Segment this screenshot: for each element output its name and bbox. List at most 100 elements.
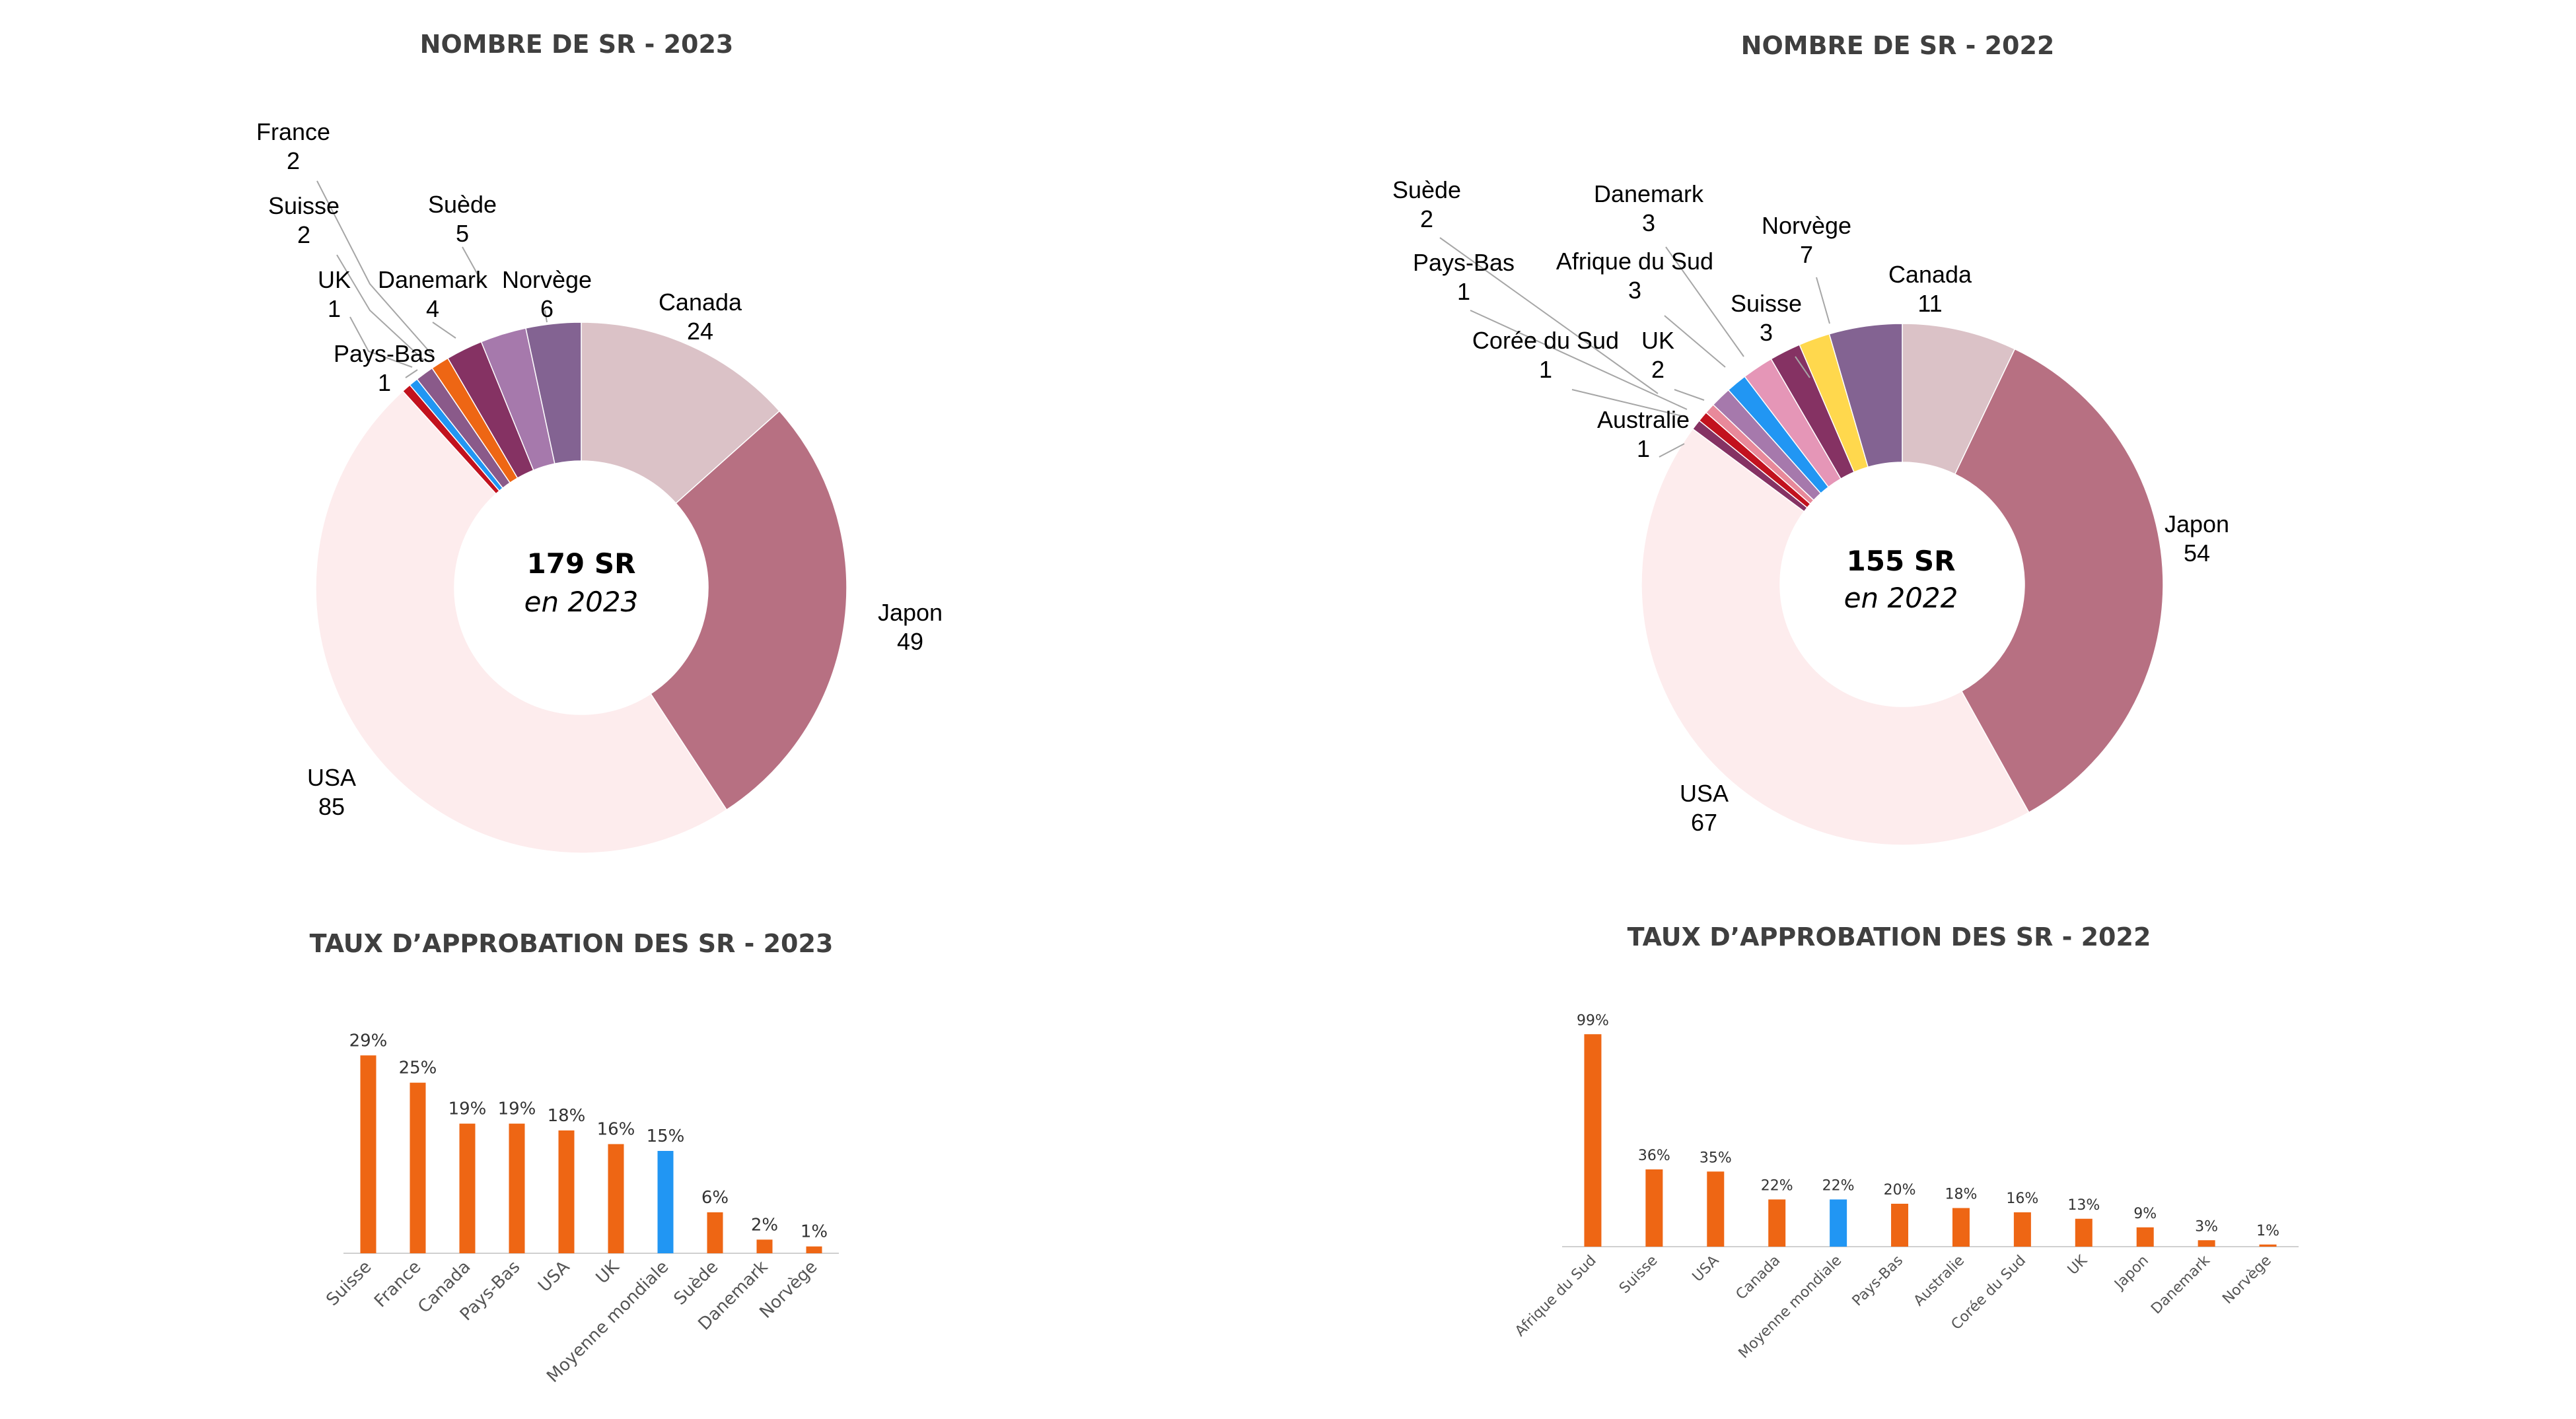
donut-2022-slice-norvege — [1828, 323, 1903, 468]
donut-2023-slice-usa — [315, 390, 728, 854]
bar-2022-moyenne-mondiale — [1830, 1199, 1847, 1247]
bar-2023-uk — [608, 1144, 624, 1253]
donut-2023-value-norvege: 6 — [540, 295, 554, 322]
donut-2022-slice-usa — [1641, 428, 2030, 846]
bar-2022-uk — [2075, 1218, 2093, 1247]
bar-2023-value-usa: 18% — [548, 1106, 586, 1126]
donut-2022-label-pays-bas: Pays-Bas — [1413, 249, 1515, 276]
donut-chart-2023: NOMBRE DE SR - 2023 Canada24Japon49USA85… — [256, 30, 943, 854]
donut-2022-value-coree-du-sud: 1 — [1539, 356, 1552, 383]
donut-2023-slice-canada — [581, 322, 781, 504]
bar-chart-2023: TAUX D’APPROBATION DES SR - 2023 29% Suis… — [310, 929, 839, 1387]
donut-2023-value-pays-bas: 1 — [378, 369, 391, 396]
bar-2022-value-uk: 13% — [2067, 1197, 2100, 1214]
donut-2022-leader-danemark — [1665, 246, 1744, 357]
bar-2022-value-usa: 35% — [1699, 1150, 1732, 1166]
bar-2023-value-uk: 16% — [597, 1120, 635, 1140]
donut-2023-label-usa: USA — [307, 764, 356, 791]
bar-2022-canada — [1768, 1199, 1786, 1247]
donut-2022-label-australie: Australie — [1597, 406, 1690, 433]
donut-2022-label-coree-du-sud: Corée du Sud — [1472, 327, 1619, 354]
bar-2022-usa — [1707, 1171, 1725, 1247]
donut-2022-label-norvege: Norvège — [1762, 212, 1851, 239]
donut-2022-value-suede: 2 — [1420, 205, 1433, 232]
bar-2023-category-suisse: Suisse — [322, 1257, 375, 1310]
donut-2023-value-france: 2 — [287, 147, 300, 174]
donut-2022-slice-japon — [1954, 348, 2164, 813]
donut-2022-leader-suede — [1439, 237, 1659, 394]
bar-2022-japon — [2136, 1227, 2154, 1247]
bar-2022-coree-du-sud — [2013, 1212, 2031, 1247]
bar-2023-value-moyenne-mondiale: 15% — [647, 1126, 685, 1146]
donut-2022-title: NOMBRE DE SR - 2022 — [1741, 31, 2055, 60]
donut-2023-leader-danemark — [432, 322, 456, 339]
bar-2023-value-danemark: 2% — [751, 1215, 778, 1235]
bar-2023-value-suisse: 29% — [349, 1031, 388, 1051]
bar-2022-category-uk: UK — [2065, 1252, 2091, 1278]
donut-2022-leader-norvege — [1816, 277, 1830, 324]
donut-2022-value-pays-bas: 1 — [1457, 278, 1470, 305]
bar-chart-2022: TAUX D’APPROBATION DES SR - 2022 99% Afri… — [1512, 922, 2299, 1362]
donut-2023-value-japon: 49 — [897, 628, 923, 655]
donut-2023-label-suisse: Suisse — [268, 192, 340, 219]
bar-2023-usa — [558, 1130, 575, 1253]
bar-2022-value-moyenne-mondiale: 22% — [1822, 1178, 1855, 1194]
donut-2022-leader-australie — [1659, 443, 1685, 458]
donut-2022-label-uk: UK — [1641, 327, 1674, 354]
bar-2022-norvege — [2259, 1244, 2277, 1247]
bar-2022-value-australie: 18% — [1945, 1187, 1978, 1203]
donut-2023-slice-norvege — [525, 322, 582, 465]
bar-2022-australie — [1952, 1208, 1970, 1247]
donut-2022-value-norvege: 7 — [1800, 241, 1813, 268]
bar-2022-value-japon: 9% — [2133, 1206, 2157, 1222]
bar-2023-title: TAUX D’APPROBATION DES SR - 2023 — [310, 929, 834, 958]
bar-2023-value-norvege: 1% — [801, 1222, 828, 1242]
donut-2022-label-afrique-du-sud: Afrique du Sud — [1556, 248, 1713, 275]
donut-2022-slices — [1641, 323, 2164, 846]
donut-2023-slice-japon — [650, 410, 847, 811]
donut-chart-2022: NOMBRE DE SR - 2022 Canada11Japon54USA67… — [1392, 31, 2229, 846]
donut-2023-leader-norvege — [544, 310, 548, 323]
bar-2023-value-suede: 6% — [701, 1188, 729, 1208]
donut-2023-slices — [315, 322, 847, 854]
bar-2023-canada — [459, 1123, 476, 1253]
bar-2022-value-coree-du-sud: 16% — [2006, 1191, 2038, 1207]
donut-2023-center-total: 179 SR — [527, 547, 636, 580]
bar-2022-category-afrique-du-sud: Afrique du Sud — [1512, 1253, 1600, 1340]
donut-2023-leader-france — [316, 180, 433, 356]
bar-2022-category-danemark: Danemark — [2148, 1252, 2213, 1317]
bar-2022-value-pays-bas: 20% — [1884, 1182, 1916, 1198]
donut-2023-label-danemark: Danemark — [378, 266, 488, 293]
donut-2023-data-labels: Canada24Japon49USA85UK1Pays-Bas1Suisse2F… — [256, 118, 943, 820]
bar-2023-suisse — [360, 1055, 376, 1253]
donut-2023-leader-suisse — [336, 254, 425, 361]
donut-2022-value-afrique-du-sud: 3 — [1628, 277, 1641, 304]
donut-2023-value-uk: 1 — [328, 295, 341, 322]
donut-2022-label-usa: USA — [1680, 780, 1729, 807]
donut-2022-value-danemark: 3 — [1642, 209, 1655, 236]
bar-2022-category-canada: Canada — [1733, 1253, 1784, 1303]
donut-2022-value-japon: 54 — [2184, 539, 2210, 567]
bar-2023-suede — [707, 1212, 723, 1253]
bar-2022-category-australie: Australie — [1911, 1253, 1968, 1310]
donut-2022-leader-uk — [1674, 389, 1705, 401]
donut-2023-label-norvege: Norvège — [502, 266, 592, 293]
donut-2023-leader-suede — [462, 246, 483, 283]
bar-2023-pays-bas — [509, 1123, 525, 1253]
donut-2022-leader-suisse — [1795, 356, 1810, 378]
donut-2022-center-total: 155 SR — [1847, 545, 1956, 577]
bar-2022-danemark — [2198, 1240, 2215, 1247]
bar-2022-category-moyenne-mondiale: Moyenne mondiale — [1736, 1253, 1845, 1362]
bar-2023-value-pays-bas: 19% — [498, 1099, 536, 1119]
bar-2022-category-japon: Japon — [2110, 1253, 2151, 1294]
bar-2023-value-canada: 19% — [448, 1099, 487, 1119]
donut-2022-leader-afrique-du-sud — [1664, 315, 1726, 368]
donut-2022-value-uk: 2 — [1651, 356, 1664, 383]
donut-2022-value-usa: 67 — [1691, 809, 1717, 836]
donut-2023-title: NOMBRE DE SR - 2023 — [420, 30, 734, 59]
donut-2023-value-canada: 24 — [687, 318, 713, 345]
bar-2022-value-norvege: 1% — [2256, 1223, 2279, 1239]
donut-2023-leader-pays-bas — [405, 369, 418, 378]
donut-2022-leader-coree-du-sud — [1571, 389, 1688, 418]
